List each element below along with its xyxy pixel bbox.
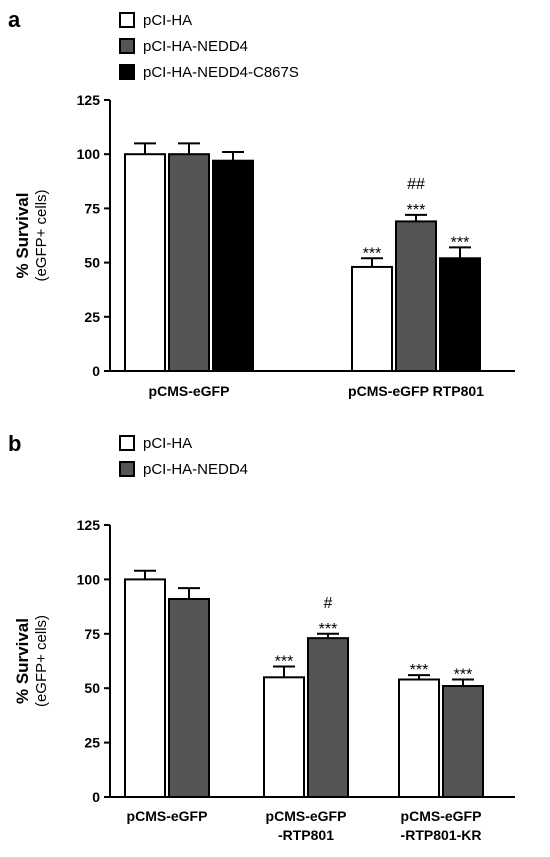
y-tick-label: 100 [77, 571, 101, 587]
bar [351, 265, 393, 373]
y-tick-label: 50 [84, 680, 100, 696]
legend-label: pCI-HA-NEDD4-C867S [143, 64, 299, 81]
category-label: -RTP801-KR [401, 827, 482, 843]
bar [439, 257, 481, 373]
legend-label: pCI-HA [143, 12, 192, 29]
bar [168, 153, 210, 372]
y-tick-label: 125 [77, 517, 101, 533]
y-tick-label: 25 [84, 735, 100, 751]
panel-b: b pCI-HA pCI-HA-NEDD4 0 25 50 75 100 125 % Surviv… [8, 431, 515, 843]
significance-label: *** [363, 245, 382, 262]
panel-letter: a [8, 7, 21, 32]
y-axis-label: % Survival [13, 193, 32, 279]
legend: pCI-HA pCI-HA-NEDD4 [119, 435, 248, 478]
y-axis-sublabel: (eGFP+ cells) [33, 189, 50, 281]
legend-swatch [119, 12, 135, 28]
bar [442, 685, 484, 798]
y-axis-sublabel: (eGFP+ cells) [33, 615, 50, 707]
significance-label: *** [454, 666, 473, 683]
significance-label: *** [407, 202, 426, 219]
category-label: pCMS-eGFP [401, 808, 482, 824]
y-tick-label: 0 [92, 789, 100, 805]
y-tick-label: 100 [77, 146, 101, 162]
bar [212, 159, 254, 372]
significance-label: *** [451, 234, 470, 251]
legend-label: pCI-HA-NEDD4 [143, 38, 248, 55]
legend: pCI-HA pCI-HA-NEDD4 pCI-HA-NEDD4-C867S [119, 12, 299, 81]
y-tick-label: 125 [77, 92, 101, 108]
bar [168, 597, 210, 799]
legend-swatch [119, 435, 135, 451]
category-label: pCMS-eGFP [266, 808, 347, 824]
category-label: pCMS-eGFP [149, 383, 230, 399]
y-tick-label: 25 [84, 309, 100, 325]
legend-swatch [119, 38, 135, 54]
y-tick-label: 50 [84, 255, 100, 271]
panel-letter: b [8, 431, 21, 456]
bar [398, 678, 440, 798]
significance-label: *** [410, 662, 429, 679]
significance-label: ## [407, 176, 425, 193]
legend-swatch [119, 64, 135, 80]
y-tick-label: 0 [92, 363, 100, 379]
category-label: pCMS-eGFP [127, 808, 208, 824]
category-label: -RTP801 [278, 827, 334, 843]
bar [307, 637, 349, 798]
significance-label: *** [275, 653, 294, 670]
bar [263, 676, 305, 799]
panel-a: a pCI-HA pCI-HA-NEDD4 pCI-HA-NEDD4-C867S 0 25… [8, 7, 515, 399]
bar [124, 578, 166, 799]
y-axis-label: % Survival [13, 618, 32, 704]
significance-label: *** [319, 621, 338, 638]
significance-label: # [324, 595, 333, 612]
legend-label: pCI-HA-NEDD4 [143, 461, 248, 478]
legend-swatch [119, 461, 135, 477]
bar [124, 153, 166, 372]
legend-label: pCI-HA [143, 435, 192, 452]
bar [395, 220, 437, 372]
y-tick-label: 75 [84, 200, 100, 216]
y-tick-label: 75 [84, 626, 100, 642]
category-label: pCMS-eGFP RTP801 [348, 383, 484, 399]
